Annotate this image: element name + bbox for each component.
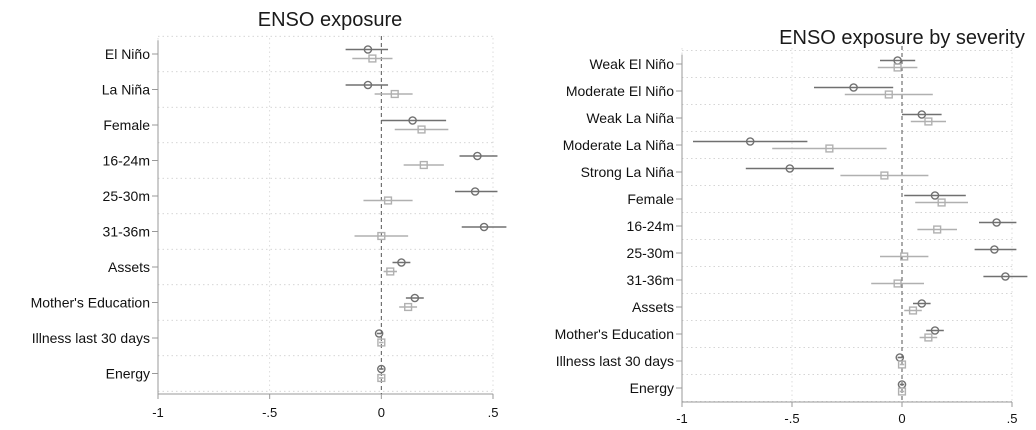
point-estimate-circle — [849, 83, 858, 92]
point-estimate-circle — [917, 110, 927, 119]
point-estimate-circle — [470, 187, 480, 196]
point-estimate-square — [924, 117, 933, 126]
point-estimate-circle — [1001, 272, 1010, 281]
y-tick-label: Illness last 30 days — [32, 330, 150, 346]
y-tick-label: Female — [103, 117, 150, 133]
y-tick-label: Female — [627, 191, 674, 207]
y-tick-label: Moderate La Niña — [563, 137, 675, 153]
point-estimate-square — [390, 89, 399, 99]
point-estimate-circle — [374, 329, 384, 338]
chart-title: ENSO exposure — [258, 9, 403, 31]
y-tick-label: Mother's Education — [555, 326, 674, 342]
x-tick-label: .5 — [1007, 411, 1018, 426]
chart-title: ENSO exposure by severity — [779, 27, 1025, 49]
y-tick-label: Weak La Niña — [586, 110, 674, 126]
point-estimate-circle — [930, 191, 940, 200]
point-estimate-square — [377, 373, 386, 383]
y-tick-label: El Niño — [105, 46, 150, 62]
point-estimate-square — [900, 252, 909, 261]
x-tick-label: .5 — [488, 405, 499, 420]
point-estimate-square — [924, 333, 933, 342]
chart-svg: ENSO exposure by severity Weak El Niño Mod… — [555, 27, 1028, 426]
point-estimate-square — [383, 196, 393, 205]
y-tick-label: Strong La Niña — [581, 164, 675, 180]
point-estimate-square — [933, 225, 942, 234]
y-tick-label: 16-24m — [627, 218, 674, 234]
y-tick-label: 16-24m — [103, 153, 150, 169]
point-estimate-circle — [473, 151, 482, 161]
y-tick-label: La Niña — [102, 82, 150, 98]
y-tick-label: Assets — [108, 259, 150, 275]
x-tick-label: 0 — [378, 405, 385, 420]
point-estimate-circle — [410, 293, 420, 303]
x-tick-label: -.5 — [262, 405, 277, 420]
point-estimate-circle — [992, 218, 1001, 227]
point-estimate-square — [893, 63, 902, 72]
point-estimate-circle — [377, 364, 386, 374]
point-estimate-circle — [479, 222, 489, 232]
point-estimate-circle — [917, 299, 927, 308]
point-estimate-square — [937, 198, 946, 207]
y-tick-label: Assets — [632, 299, 674, 315]
y-tick-label: Energy — [630, 380, 674, 396]
y-tick-label: 25-30m — [627, 245, 674, 261]
y-tick-label: 25-30m — [103, 188, 150, 204]
point-estimate-circle — [785, 164, 795, 173]
point-estimate-square — [368, 54, 377, 63]
point-estimate-square — [908, 306, 918, 315]
y-tick-label: Weak El Niño — [589, 56, 674, 72]
point-estimate-square — [880, 171, 889, 180]
point-estimate-circle — [990, 245, 999, 254]
point-estimate-square — [377, 231, 386, 241]
x-tick-label: -1 — [676, 411, 688, 426]
point-estimate-circle — [408, 116, 417, 125]
point-estimate-circle — [930, 326, 940, 335]
y-tick-label: Moderate El Niño — [566, 83, 674, 99]
chart-svg: ENSO exposure El Niño La Niña Female 16-24m 2… — [31, 9, 507, 420]
x-tick-label: -.5 — [784, 411, 799, 426]
y-tick-label: Illness last 30 days — [556, 353, 674, 369]
point-estimate-circle — [363, 80, 373, 90]
y-tick-label: 31-36m — [103, 224, 150, 240]
point-estimate-circle — [397, 258, 406, 267]
coefficient-plot-enso-exposure-by-severity: ENSO exposure by severity Weak El Niño Mod… — [510, 0, 1036, 430]
x-tick-label: -1 — [152, 405, 164, 420]
y-tick-label: Energy — [106, 366, 150, 382]
point-estimate-square — [417, 125, 426, 134]
point-estimate-square — [884, 90, 893, 99]
point-estimate-square — [377, 338, 386, 347]
point-estimate-circle — [363, 45, 373, 54]
point-estimate-square — [386, 267, 395, 276]
point-estimate-square — [897, 360, 907, 369]
point-estimate-square — [897, 387, 907, 396]
point-estimate-square — [404, 302, 413, 312]
y-tick-label: Mother's Education — [31, 295, 150, 311]
y-tick-label: 31-36m — [627, 272, 674, 288]
point-estimate-square — [825, 144, 834, 153]
x-tick-label: 0 — [898, 411, 905, 426]
point-estimate-square — [419, 160, 428, 170]
coefficient-plot-enso-exposure: ENSO exposure El Niño La Niña Female 16-24m 2… — [0, 0, 510, 430]
point-estimate-circle — [745, 137, 755, 146]
point-estimate-square — [893, 279, 902, 288]
